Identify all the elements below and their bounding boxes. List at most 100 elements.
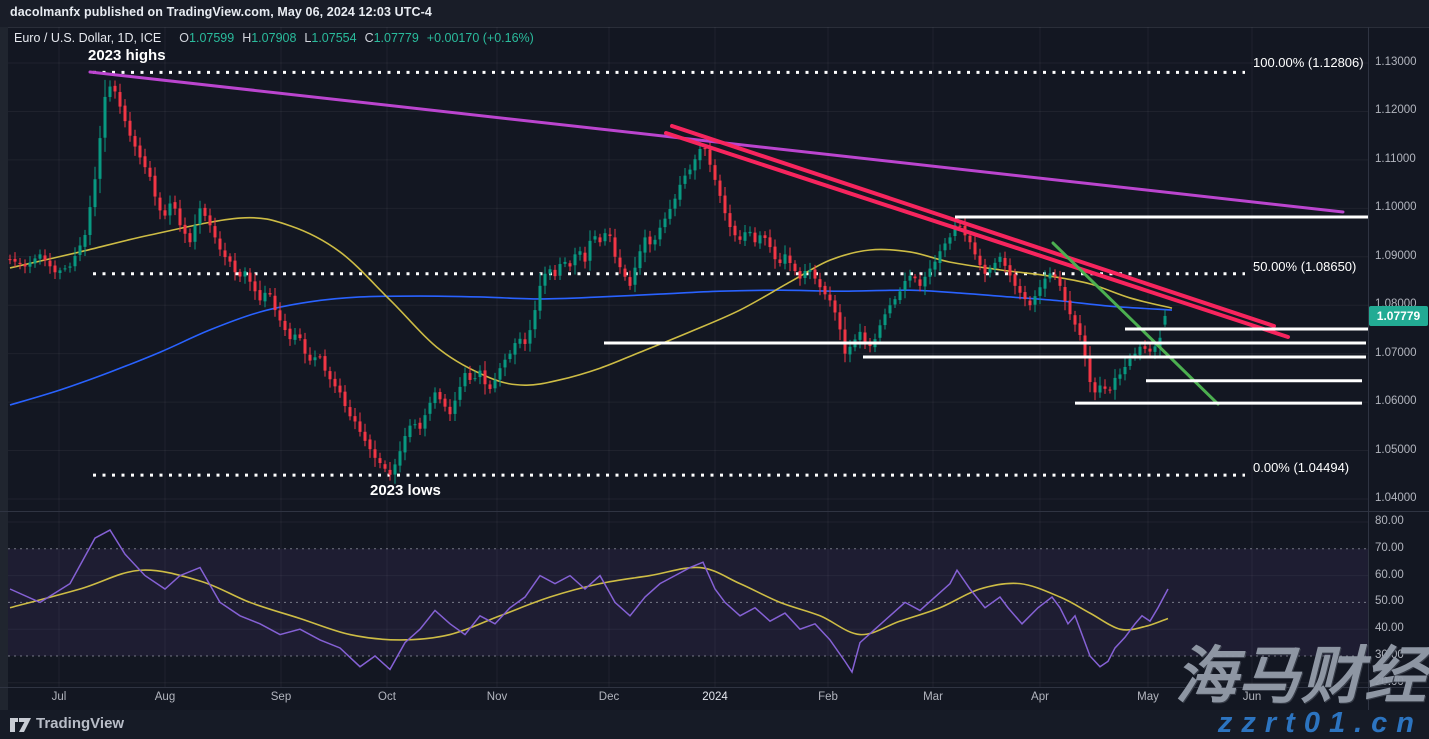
candle bbox=[288, 328, 292, 340]
candle bbox=[323, 356, 327, 371]
candle bbox=[363, 431, 367, 441]
candle bbox=[1038, 287, 1042, 296]
candle bbox=[1043, 278, 1047, 289]
fib-label-50[interactable]: 50.00% (1.08650) bbox=[1253, 259, 1357, 274]
candle bbox=[733, 225, 737, 236]
candle bbox=[453, 400, 457, 414]
fib-label-0[interactable]: 0.00% (1.04494) bbox=[1253, 460, 1350, 475]
candle bbox=[918, 279, 922, 286]
watermark-chinese-text: 海马财经 bbox=[1174, 642, 1427, 711]
candle bbox=[73, 255, 77, 267]
candle bbox=[88, 207, 92, 235]
candle bbox=[423, 415, 427, 429]
candle bbox=[978, 255, 982, 266]
moving-averages-layer bbox=[9, 216, 1173, 406]
candle bbox=[688, 169, 692, 175]
candle bbox=[593, 236, 597, 240]
candle bbox=[1033, 296, 1037, 305]
candle bbox=[203, 207, 207, 216]
candle bbox=[728, 213, 732, 228]
candle bbox=[668, 209, 672, 219]
candle bbox=[448, 406, 452, 415]
candle bbox=[773, 246, 777, 260]
candle bbox=[973, 242, 977, 255]
candle bbox=[478, 370, 482, 378]
symbol-title[interactable]: Euro / U.S. Dollar, 1D, ICE bbox=[14, 31, 162, 45]
candle bbox=[618, 257, 622, 268]
candle bbox=[43, 255, 47, 261]
candle bbox=[608, 234, 612, 237]
candle bbox=[623, 268, 627, 277]
candle bbox=[718, 180, 722, 196]
annotation-2023-lows[interactable]: 2023 lows bbox=[370, 482, 441, 499]
candle bbox=[858, 331, 862, 340]
candle bbox=[1008, 265, 1012, 276]
candle bbox=[308, 354, 312, 361]
candle bbox=[693, 159, 697, 171]
candle bbox=[108, 86, 112, 98]
candle bbox=[293, 334, 297, 340]
candle bbox=[598, 237, 602, 243]
candle bbox=[958, 225, 962, 227]
candle bbox=[683, 175, 687, 184]
rsi-layer bbox=[9, 529, 1169, 674]
support-resistance-lines[interactable] bbox=[604, 215, 1368, 405]
candle bbox=[443, 398, 447, 407]
candle bbox=[163, 210, 167, 216]
snapshot-banner: dacolmanfx published on TradingView.com,… bbox=[0, 0, 1429, 28]
candle bbox=[968, 235, 972, 243]
candle bbox=[393, 464, 397, 475]
candle bbox=[268, 293, 272, 295]
pink-channel-upper bbox=[670, 123, 1276, 329]
ohlc-letter: C bbox=[364, 31, 374, 45]
candle bbox=[783, 254, 787, 264]
candle bbox=[613, 237, 617, 257]
candle bbox=[408, 425, 412, 438]
candle bbox=[743, 232, 747, 241]
candle bbox=[378, 458, 382, 464]
candle bbox=[398, 451, 402, 466]
change-value: +0.00170 (+0.16%) bbox=[426, 31, 534, 45]
candle bbox=[283, 320, 287, 331]
tradingview-logo-text[interactable]: TradingView bbox=[36, 715, 125, 732]
candle bbox=[243, 271, 247, 277]
fib-retracement-lines[interactable] bbox=[93, 70, 1245, 477]
candle bbox=[123, 105, 127, 122]
candle bbox=[368, 439, 372, 450]
candle bbox=[148, 167, 152, 177]
candle bbox=[1048, 273, 1052, 279]
candle bbox=[603, 233, 607, 242]
candle bbox=[738, 236, 742, 240]
candle bbox=[278, 310, 282, 321]
fib-label-100[interactable]: 100.00% (1.12806) bbox=[1253, 55, 1364, 70]
candle bbox=[8, 259, 12, 261]
annotation-2023-highs[interactable]: 2023 highs bbox=[88, 47, 166, 64]
candle bbox=[998, 256, 1002, 262]
ohlc-value: 1.07908 bbox=[251, 31, 297, 45]
candle bbox=[198, 208, 202, 225]
candle bbox=[483, 370, 487, 385]
candle bbox=[518, 338, 522, 344]
candle bbox=[1108, 389, 1112, 391]
candle bbox=[763, 235, 767, 239]
candle bbox=[1003, 257, 1007, 266]
candle bbox=[748, 231, 752, 234]
candle bbox=[513, 343, 517, 355]
rsi-ma-line bbox=[9, 566, 1169, 641]
candle bbox=[493, 380, 497, 389]
candle bbox=[1148, 348, 1152, 352]
candle bbox=[1118, 374, 1122, 379]
trendlines-layer[interactable] bbox=[88, 70, 1345, 406]
candle bbox=[463, 373, 467, 387]
candle bbox=[213, 226, 217, 238]
candle bbox=[143, 156, 147, 168]
candle bbox=[1093, 382, 1097, 393]
candle bbox=[573, 254, 577, 266]
pink-channel-lower bbox=[664, 131, 1290, 339]
tradingview-logo-icon[interactable] bbox=[10, 717, 32, 733]
candle bbox=[758, 235, 762, 244]
candle bbox=[883, 314, 887, 326]
candle bbox=[788, 255, 792, 264]
grid-layer bbox=[8, 27, 1368, 687]
